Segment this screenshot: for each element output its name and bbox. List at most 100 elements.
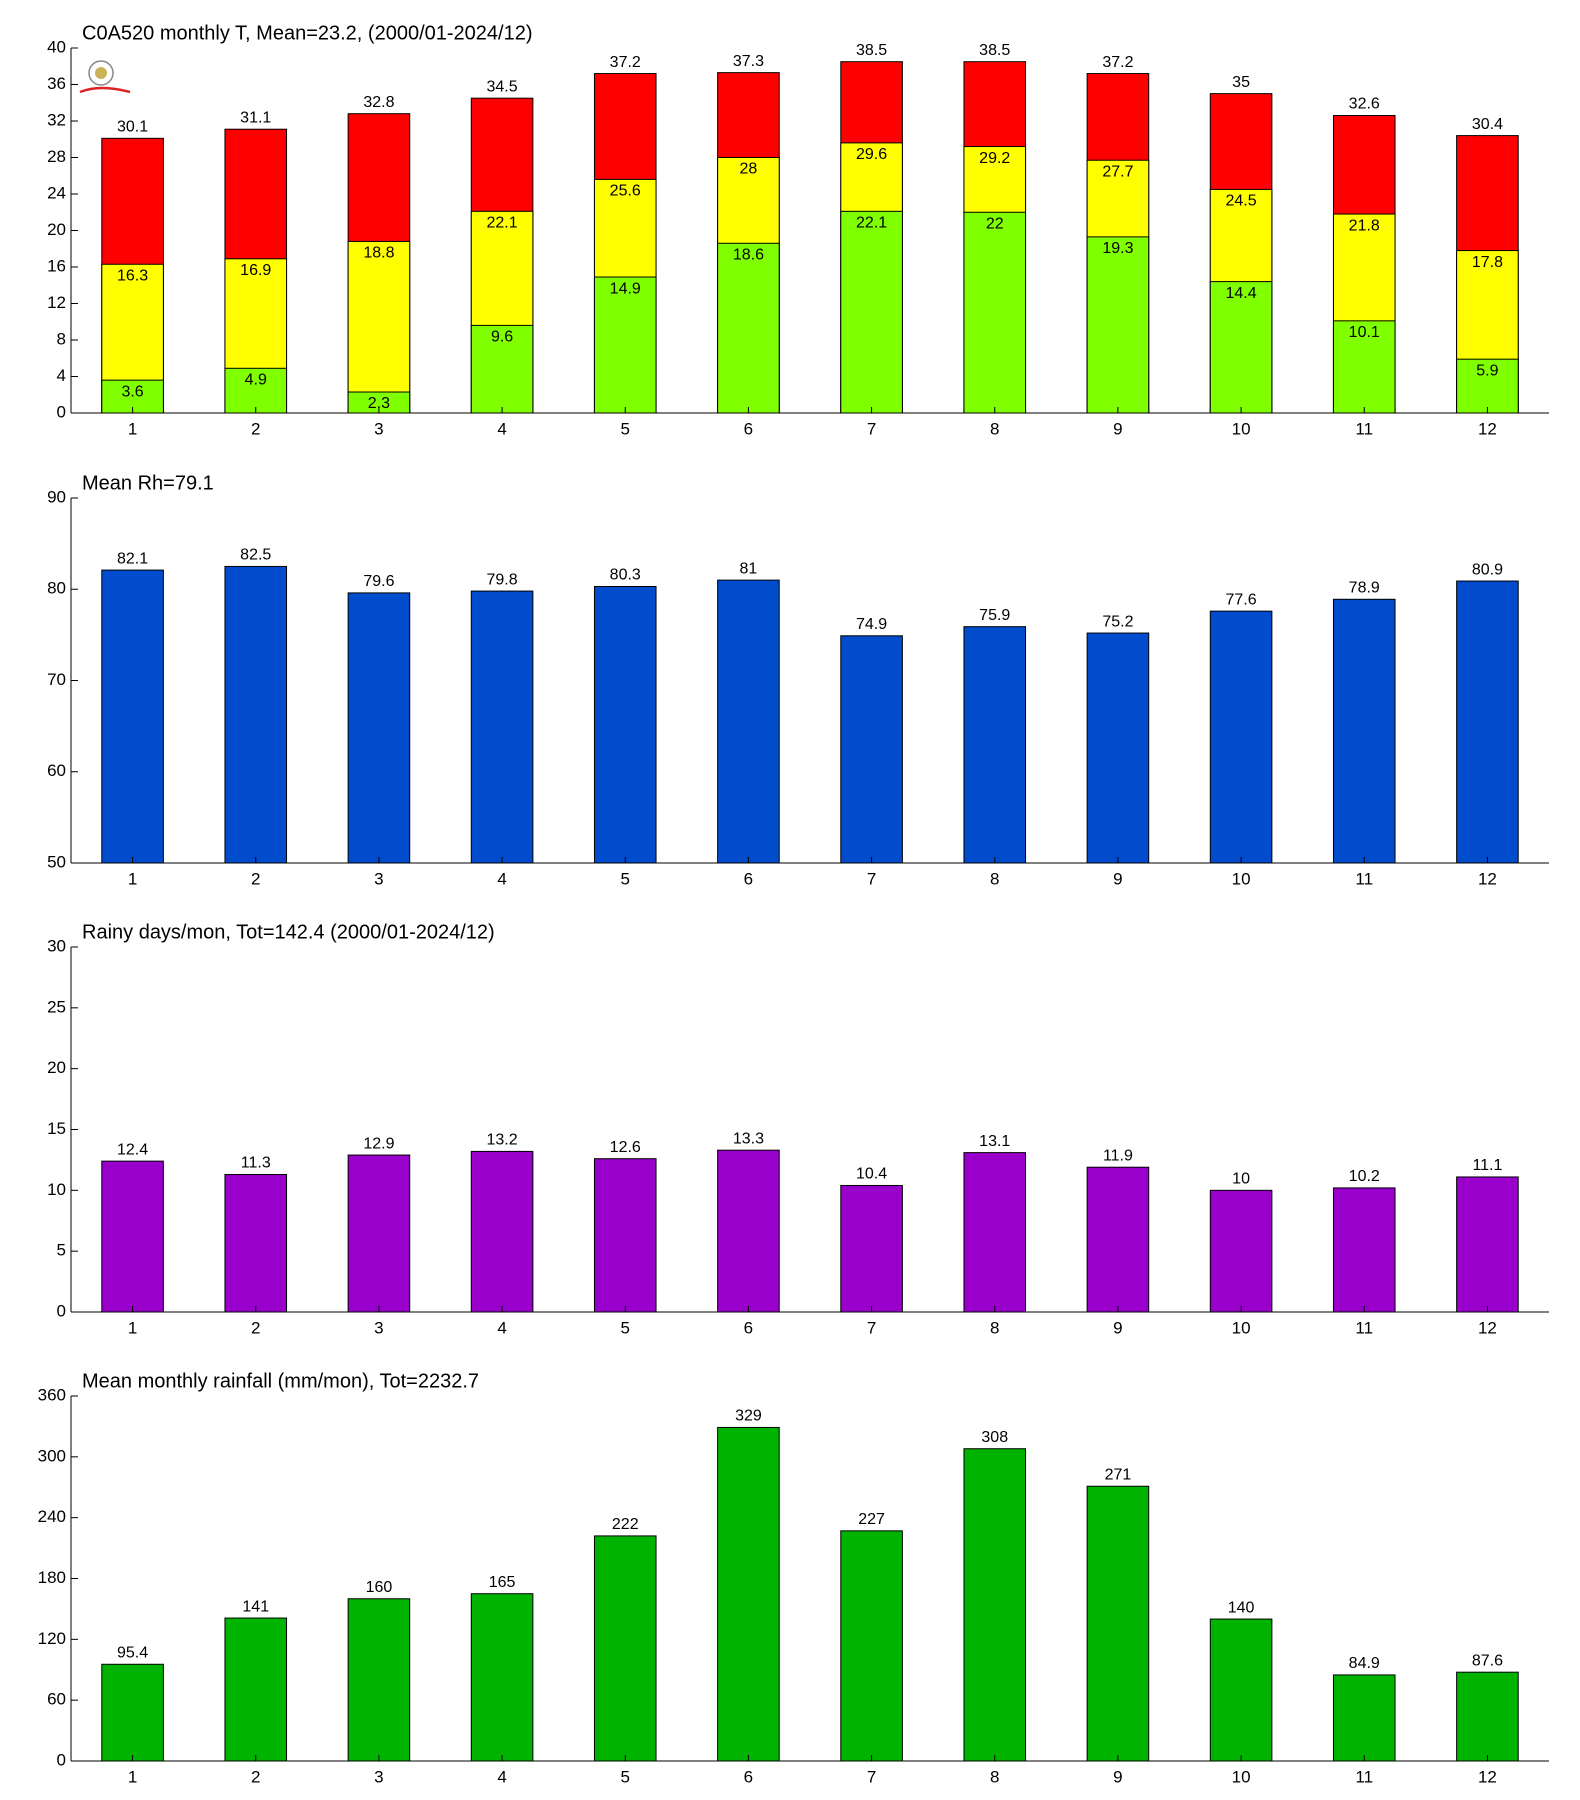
y-tick-label: 28 xyxy=(47,147,66,166)
x-tick-label: 11 xyxy=(1355,1767,1373,1786)
value-label: 16.3 xyxy=(117,267,148,284)
bar xyxy=(963,1448,1027,1762)
value-label: 79.8 xyxy=(487,571,518,588)
value-label: 24.5 xyxy=(1226,193,1257,210)
bar xyxy=(717,1426,780,1762)
value-label: 11.3 xyxy=(241,1155,271,1172)
value-label: 21.8 xyxy=(1349,217,1380,234)
x-tick-label: 5 xyxy=(621,869,630,888)
x-tick-label: 6 xyxy=(744,419,753,438)
bar xyxy=(593,1535,657,1762)
y-tick-label: 32 xyxy=(47,110,66,129)
value-label: 13.3 xyxy=(733,1130,764,1147)
value-label: 31.1 xyxy=(240,109,271,126)
bar xyxy=(1086,236,1150,414)
bar xyxy=(1456,1176,1519,1313)
value-label: 28 xyxy=(740,161,758,178)
x-tick-label: 7 xyxy=(867,1318,876,1337)
value-label: 11.9 xyxy=(1103,1147,1133,1164)
bar xyxy=(224,1617,288,1762)
value-label: 308 xyxy=(981,1429,1008,1446)
value-label: 27.7 xyxy=(1102,163,1133,180)
y-tick-label: 300 xyxy=(38,1446,66,1465)
value-label: 12.6 xyxy=(610,1139,641,1156)
x-tick-label: 12 xyxy=(1478,1767,1497,1786)
value-label: 29.2 xyxy=(979,150,1010,167)
x-tick-label: 9 xyxy=(1113,1318,1122,1337)
x-tick-label: 2 xyxy=(251,869,260,888)
value-label: 78.9 xyxy=(1349,580,1380,597)
x-tick-label: 1 xyxy=(128,1318,137,1337)
y-tick-label: 0 xyxy=(57,1750,66,1769)
x-tick-label: 1 xyxy=(128,869,137,888)
y-tick-label: 25 xyxy=(47,997,66,1016)
value-label: 32.6 xyxy=(1349,96,1380,113)
value-label: 9.6 xyxy=(491,329,513,346)
bar xyxy=(1209,281,1273,414)
y-tick-label: 360 xyxy=(38,1385,66,1404)
y-tick-label: 30 xyxy=(47,936,66,955)
bar xyxy=(1086,1166,1150,1313)
bar xyxy=(101,1663,164,1762)
bar xyxy=(1332,320,1396,414)
bar xyxy=(963,626,1027,864)
bar xyxy=(840,210,903,414)
value-label: 10.1 xyxy=(1349,324,1380,341)
value-label: 4.9 xyxy=(245,372,267,389)
value-label: 34.5 xyxy=(487,78,518,95)
chart-title: Rainy days/mon, Tot=142.4 (2000/01-2024/… xyxy=(82,921,495,943)
y-tick-label: 60 xyxy=(47,1690,66,1709)
bar xyxy=(1209,610,1273,864)
y-tick-label: 40 xyxy=(47,37,66,56)
x-tick-label: 8 xyxy=(990,1318,999,1337)
x-tick-label: 11 xyxy=(1355,869,1373,888)
bar xyxy=(963,211,1027,414)
value-label: 22 xyxy=(986,215,1004,232)
value-label: 12.4 xyxy=(117,1141,148,1158)
bar xyxy=(717,242,780,414)
x-tick-label: 12 xyxy=(1478,869,1497,888)
bar xyxy=(593,586,657,864)
value-label: 38.5 xyxy=(979,42,1010,59)
value-label: 25.6 xyxy=(610,183,641,200)
x-tick-label: 2 xyxy=(251,1318,260,1337)
value-label: 165 xyxy=(489,1574,516,1591)
x-tick-label: 3 xyxy=(374,419,383,438)
x-tick-label: 7 xyxy=(867,419,876,438)
value-label: 18.6 xyxy=(733,246,764,263)
value-label: 2.3 xyxy=(368,395,390,412)
value-label: 79.6 xyxy=(363,573,394,590)
bar xyxy=(347,592,411,864)
y-tick-label: 36 xyxy=(47,74,66,93)
value-label: 82.1 xyxy=(117,550,148,567)
value-label: 77.6 xyxy=(1226,591,1257,608)
bar xyxy=(101,1160,164,1313)
value-label: 81 xyxy=(740,560,758,577)
bar xyxy=(347,1154,411,1313)
x-tick-label: 4 xyxy=(497,869,506,888)
x-tick-label: 10 xyxy=(1232,419,1251,438)
value-label: 14.9 xyxy=(610,280,641,297)
y-tick-label: 20 xyxy=(47,1058,66,1077)
value-label: 222 xyxy=(612,1516,639,1533)
bar xyxy=(1086,1485,1150,1762)
bar xyxy=(1456,1671,1519,1762)
bar xyxy=(224,1174,288,1313)
value-label: 37.2 xyxy=(610,54,641,71)
x-tick-label: 6 xyxy=(744,869,753,888)
bar xyxy=(470,324,534,414)
x-tick-label: 4 xyxy=(497,1318,506,1337)
bar xyxy=(224,565,288,864)
value-label: 35 xyxy=(1232,74,1250,91)
x-tick-label: 4 xyxy=(497,1767,506,1786)
value-label: 141 xyxy=(242,1598,269,1615)
value-label: 16.9 xyxy=(240,262,271,279)
chart-title: Mean monthly rainfall (mm/mon), Tot=2232… xyxy=(82,1370,479,1392)
value-label: 11.1 xyxy=(1472,1157,1502,1174)
x-tick-label: 8 xyxy=(990,419,999,438)
value-label: 32.8 xyxy=(363,94,394,111)
y-tick-label: 16 xyxy=(47,256,66,275)
bar xyxy=(470,1150,534,1313)
y-tick-label: 240 xyxy=(38,1507,66,1526)
